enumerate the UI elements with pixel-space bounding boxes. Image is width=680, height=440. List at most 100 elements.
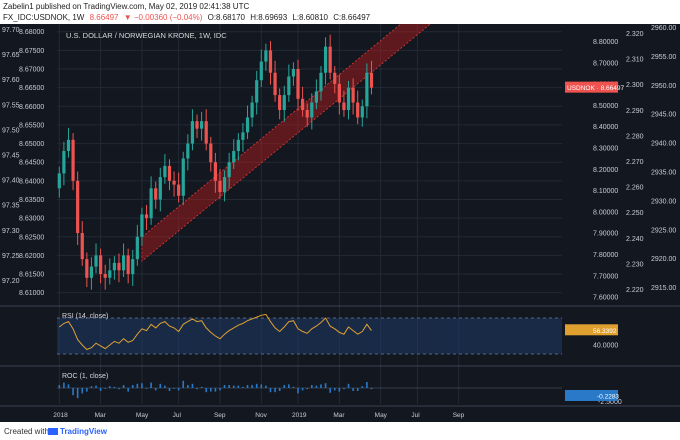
candle-body bbox=[140, 214, 144, 237]
tertiary-axis-label: 2.220 bbox=[626, 287, 644, 294]
tradingview-brand: TradingView bbox=[60, 427, 107, 436]
far-right-axis-label: 2950.00 bbox=[651, 83, 676, 90]
tertiary-axis-label: 2.270 bbox=[626, 159, 644, 166]
time-axis-label: Mar bbox=[333, 412, 345, 419]
candle-body bbox=[135, 236, 139, 260]
candles bbox=[57, 34, 374, 290]
candle-body bbox=[319, 72, 323, 92]
roc-bar bbox=[58, 385, 61, 388]
roc-bar bbox=[145, 388, 148, 389]
candle-body bbox=[296, 69, 300, 99]
ohlc-line: FX_IDC:USDNOK, 1W 8.66497 ▼ −0.00360 (−0… bbox=[3, 12, 373, 23]
roc-bar bbox=[242, 386, 244, 388]
candle-body bbox=[356, 102, 360, 118]
tertiary-axis-label: 2.230 bbox=[626, 261, 644, 268]
candle-body bbox=[227, 162, 231, 178]
roc-bar bbox=[338, 388, 341, 392]
candle-body bbox=[71, 139, 75, 181]
roc-bar bbox=[310, 385, 313, 388]
secondary-axis-label: 8.40000 bbox=[593, 124, 618, 131]
roc-bar bbox=[86, 388, 88, 392]
roc-bar bbox=[343, 388, 345, 390]
time-axis-label: Sep bbox=[214, 412, 226, 419]
roc-bar bbox=[228, 385, 230, 388]
secondary-axis-label: 8.30000 bbox=[593, 146, 618, 153]
roc-bar bbox=[76, 388, 79, 399]
tradingview-logo[interactable]: TradingView bbox=[48, 424, 107, 440]
candle-body bbox=[181, 158, 185, 196]
roc-bar bbox=[154, 388, 157, 391]
rsi-value-tag bbox=[565, 324, 618, 336]
candle-body bbox=[149, 188, 153, 219]
tradingview-icon bbox=[48, 428, 58, 436]
tertiary-axis-label: 2.310 bbox=[626, 57, 644, 64]
roc-bar bbox=[297, 388, 299, 394]
left-axis-label: 97.45 bbox=[2, 153, 20, 160]
chart-area[interactable]: U.S. DOLLAR / NORWEGIAN KRONE, 1W, IDC 8.… bbox=[0, 24, 680, 422]
candle-body bbox=[186, 143, 190, 159]
left-axis-label: 97.20 bbox=[2, 278, 20, 285]
price-axis-label: 8.61000 bbox=[19, 290, 44, 297]
roc-bar bbox=[260, 384, 263, 388]
candle-body bbox=[218, 180, 222, 193]
candle-body bbox=[108, 270, 112, 278]
price-axis-label: 8.67500 bbox=[19, 48, 44, 55]
candle-body bbox=[154, 188, 158, 200]
secondary-axis-label: 7.60000 bbox=[593, 295, 618, 302]
candle-body bbox=[333, 72, 337, 84]
time-axis-label: May bbox=[136, 412, 149, 419]
roc-axis-label: -2.5000 bbox=[598, 399, 622, 406]
close-value: C:8.66497 bbox=[333, 13, 371, 22]
created-with-label: Created with bbox=[4, 427, 49, 436]
time-axis-label: May bbox=[375, 412, 388, 419]
roc-bar bbox=[118, 388, 120, 390]
candle-body bbox=[273, 72, 277, 96]
roc-bar bbox=[333, 388, 336, 391]
roc-bar bbox=[214, 388, 217, 392]
candle-body bbox=[80, 233, 84, 260]
roc-label: ROC (1, close) bbox=[62, 373, 108, 380]
candle-body bbox=[236, 139, 240, 152]
tertiary-axis-label: 2.320 bbox=[626, 31, 644, 38]
roc-bar bbox=[356, 388, 359, 391]
secondary-axis-label: 8.10000 bbox=[593, 188, 618, 195]
low-value: L:8.60810 bbox=[292, 13, 328, 22]
rsi-current-value: 56.3392 bbox=[593, 328, 617, 335]
chart-svg[interactable]: U.S. DOLLAR / NORWEGIAN KRONE, 1W, IDC 8.… bbox=[0, 24, 680, 422]
candle-body bbox=[342, 102, 346, 111]
candle-body bbox=[131, 259, 135, 275]
roc-bar bbox=[347, 383, 350, 388]
time-axis-label: Sep bbox=[453, 412, 465, 419]
candle-body bbox=[282, 95, 286, 111]
left-axis-label: 97.35 bbox=[2, 203, 20, 210]
roc-bar bbox=[278, 388, 281, 391]
last-price-tag bbox=[565, 81, 618, 93]
candle-body bbox=[278, 95, 282, 111]
roc-bar bbox=[90, 386, 93, 388]
tertiary-axis-label: 2.290 bbox=[626, 108, 644, 115]
candle-body bbox=[250, 102, 254, 118]
candle-body bbox=[76, 180, 80, 234]
roc-value-tag bbox=[565, 390, 618, 401]
candle-body bbox=[158, 177, 162, 200]
roc-bar bbox=[320, 384, 322, 388]
candle-body bbox=[328, 46, 332, 73]
roc-bar bbox=[209, 388, 212, 392]
tertiary-axis-label: 2.300 bbox=[626, 82, 644, 89]
roc-bar bbox=[99, 388, 102, 391]
candle-body bbox=[291, 69, 296, 77]
secondary-axis-label: 7.90000 bbox=[593, 231, 618, 238]
candle-body bbox=[204, 121, 208, 144]
roc-bar bbox=[370, 388, 373, 390]
candle-body bbox=[268, 50, 273, 73]
candle-body bbox=[89, 266, 94, 278]
roc-bar bbox=[324, 383, 327, 388]
roc-bar bbox=[219, 388, 221, 391]
candle-body bbox=[305, 110, 309, 118]
roc-bar bbox=[205, 388, 208, 393]
far-right-axis-label: 2960.00 bbox=[651, 25, 676, 32]
roc-bar bbox=[131, 385, 134, 388]
candle-body bbox=[209, 143, 213, 163]
time-axis-label: Mar bbox=[95, 412, 107, 419]
left-axis-label: 97.55 bbox=[2, 102, 20, 109]
